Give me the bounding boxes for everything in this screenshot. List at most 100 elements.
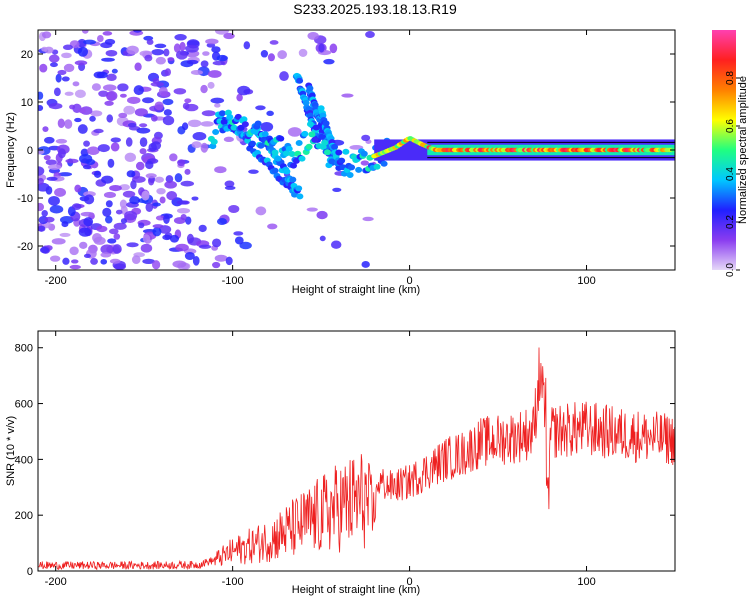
ridge-blob [240,116,248,123]
noise-blob [150,81,165,87]
noise-blob [62,44,73,51]
noise-blob [200,60,209,68]
noise-blob [74,60,88,66]
noise-blob [109,184,122,192]
streak-blob [319,112,327,119]
noise-blob [187,119,202,128]
y-tick-label: 800 [15,343,33,355]
noise-blob [207,70,222,78]
noise-blob [83,217,94,227]
noise-blob [63,63,75,73]
ridge-blob [290,162,298,169]
noise-blob [106,90,118,101]
ridge-blob [311,136,319,143]
streak-blob [283,168,291,175]
colorbar-tick-label: 0.0 [725,263,736,277]
noise-blob [100,244,114,255]
noise-blob [55,73,62,83]
noise-blob [130,180,137,190]
noise-blob [129,196,141,205]
noise-blob [105,200,113,208]
ridge-blob [323,149,331,156]
noise-blob [155,56,166,65]
ridge-blob [254,120,262,127]
noise-blob [83,140,90,147]
noise-blob [61,221,69,228]
y-tick-label: 10 [21,97,33,109]
ridge-blob [335,149,343,156]
noise-blob [54,187,67,197]
spectrogram-y-axis-label: Frequency (Hz) [5,112,17,188]
noise-blob [79,241,88,249]
ridge-blob [338,157,346,164]
noise-blob [82,164,92,170]
noise-blob [330,240,342,249]
x-tick-label: -200 [45,576,67,588]
noise-blob [214,166,227,174]
noise-blob [186,59,199,65]
ridge-blob [288,151,296,158]
noise-blob [214,103,221,108]
noise-blob [41,46,48,52]
noise-blob [42,126,49,132]
noise-blob [176,200,189,205]
noise-blob [48,103,63,110]
streak-blob [317,105,325,112]
noise-blob [38,182,50,192]
noise-blob [38,105,44,111]
y-tick-label: 400 [15,454,33,466]
noise-blob [102,207,112,217]
noise-blob [185,216,192,225]
noise-blob [234,236,244,245]
streak-blob [295,185,303,192]
noise-blob [214,254,228,262]
noise-blob [41,31,52,39]
noise-blob [151,48,165,56]
noise-blob [260,49,269,58]
noise-blob [55,138,68,144]
noise-blob [144,54,153,62]
noise-blob [93,170,102,178]
ridge-blob [355,166,363,173]
noise-blob [174,34,187,41]
noise-blob [212,261,221,269]
noise-blob [111,68,118,74]
noise-blob [48,54,60,63]
noise-blob [77,124,88,134]
noise-blob [267,223,278,230]
noise-blob [365,31,375,39]
noise-blob [154,43,167,49]
y-tick-label: 600 [15,399,33,411]
colorbar-tick-label: 0.4 [725,167,736,181]
ridge-blob [230,124,238,131]
ridge-blob [318,133,326,140]
noise-blob [72,81,80,87]
noise-blob [91,83,101,91]
noise-blob [113,233,121,240]
noise-blob [112,244,122,254]
noise-blob [145,160,154,170]
ridge-blob [282,150,290,157]
streak-blob [271,167,279,174]
noise-blob [107,158,115,168]
noise-blob [150,141,162,150]
noise-blob [38,225,46,232]
noise-blob [146,39,154,45]
noise-blob [71,203,82,210]
x-tick-label: 0 [407,275,413,287]
snr-x-axis-label: Height of straight line (km) [292,584,420,596]
noise-blob [104,100,114,106]
noise-blob [104,215,113,224]
noise-blob [38,202,45,212]
noise-blob [57,69,67,76]
ridge-blob [305,143,313,150]
noise-blob [62,257,70,265]
noise-blob [119,93,127,98]
y-tick-label: 20 [21,49,33,61]
noise-blob [83,194,95,205]
noise-blob [39,63,48,73]
noise-blob [223,136,234,143]
colorbar-label: Normalized spectral amplitude [737,76,749,224]
noise-blob [98,90,109,97]
